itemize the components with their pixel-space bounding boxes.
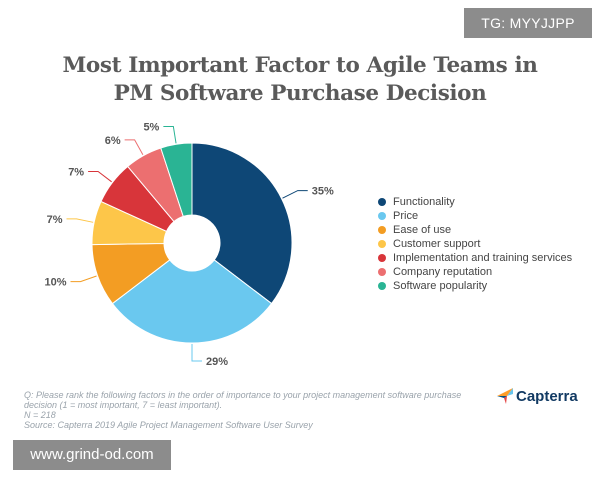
- legend-swatch-software-popularity: [378, 282, 386, 290]
- legend-swatch-company-reputation: [378, 268, 386, 276]
- legend-item-software-popularity: Software popularity: [378, 279, 572, 293]
- leader-line-price: [191, 344, 202, 362]
- footnote-question: Q: Please rank the following factors in …: [24, 390, 462, 400]
- legend-item-customer-support: Customer support: [378, 237, 572, 251]
- leader-line-customer-support: [66, 218, 94, 223]
- data-label-customer-support: 7%: [47, 214, 63, 226]
- legend-label-functionality: Functionality: [393, 196, 455, 208]
- slice-price: [111, 259, 273, 344]
- legend-label-customer-support: Customer support: [393, 238, 481, 250]
- legend-swatch-ease-of-use: [378, 226, 386, 234]
- legend-item-implementation-and-training-services: Implementation and training services: [378, 251, 572, 265]
- chart-title-line2: PM Software Purchase Decision: [113, 81, 487, 106]
- legend-item-functionality: Functionality: [378, 195, 572, 209]
- leader-line-functionality: [282, 190, 308, 199]
- footnote-question-cont: decision (1 = most important, 7 = least …: [24, 400, 223, 410]
- footnote-sample-size: N = 218: [24, 410, 56, 420]
- data-label-functionality: 35%: [312, 186, 334, 198]
- data-label-price: 29%: [206, 356, 228, 368]
- chart-title: Most Important Factor to Agile Teams in …: [0, 52, 600, 108]
- watermark: www.grind-od.com: [13, 440, 171, 470]
- legend-label-software-popularity: Software popularity: [393, 280, 488, 292]
- data-label-implementation-and-training-services: 7%: [68, 167, 84, 179]
- legend-label-company-reputation: Company reputation: [393, 266, 493, 278]
- capterra-logo: Capterra: [497, 386, 578, 406]
- leader-line-ease-of-use: [70, 275, 97, 283]
- footnote-source: Source: Capterra 2019 Agile Project Mana…: [24, 420, 313, 430]
- legend-item-company-reputation: Company reputation: [378, 265, 572, 279]
- legend-label-implementation-and-training-services: Implementation and training services: [393, 252, 573, 264]
- data-label-ease-of-use: 10%: [44, 277, 66, 289]
- legend-swatch-customer-support: [378, 240, 386, 248]
- legend-item-ease-of-use: Ease of use: [378, 223, 572, 237]
- leader-line-implementation-and-training-services: [88, 171, 112, 183]
- capterra-name: Capterra: [516, 387, 578, 405]
- footnote: Q: Please rank the following factors in …: [24, 390, 484, 430]
- legend-label-price: Price: [393, 210, 419, 222]
- slice-software-popularity: [160, 142, 193, 218]
- legend-label-ease-of-use: Ease of use: [393, 224, 452, 236]
- tg-badge: TG: MYYJJPP: [464, 8, 592, 38]
- legend-swatch-functionality: [378, 198, 386, 206]
- leader-line-software-popularity: [163, 125, 177, 144]
- capterra-mark-icon: [497, 388, 513, 404]
- chart-legend: Functionality Price Ease of use Customer su…: [378, 195, 572, 293]
- legend-swatch-price: [378, 212, 386, 220]
- data-label-software-popularity: 5%: [143, 121, 159, 133]
- slice-functionality: [191, 142, 293, 305]
- leader-line-company-reputation: [124, 139, 144, 155]
- legend-item-price: Price: [378, 209, 572, 223]
- chart-title-line1: Most Important Factor to Agile Teams in: [62, 53, 538, 78]
- legend-swatch-implementation-and-training-services: [378, 254, 386, 262]
- data-label-company-reputation: 6%: [105, 135, 121, 147]
